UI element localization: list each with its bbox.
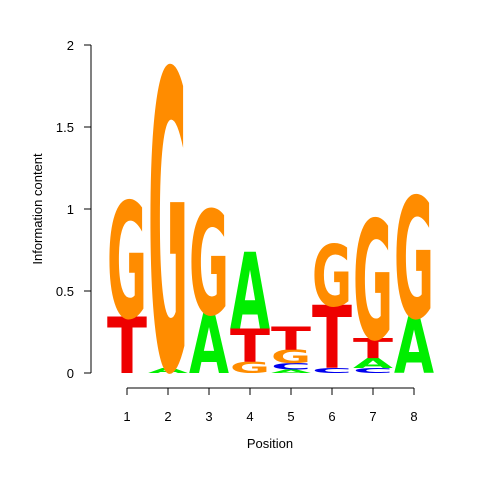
x-tick-label: 2	[164, 409, 171, 424]
letter-t: T	[230, 320, 270, 373]
x-tick-label: 6	[328, 409, 335, 424]
letter-c: C	[312, 367, 352, 375]
letter-t: T	[312, 288, 352, 389]
logo-column-8: AG	[394, 163, 434, 392]
letter-g: G	[312, 229, 352, 327]
letter-g: G	[230, 358, 270, 377]
x-tick-label: 8	[410, 409, 417, 424]
y-axis-title: Information content	[30, 153, 45, 265]
x-axis-ticks: 1 2 3 4 5 6 7 8	[123, 388, 418, 424]
letter-a: A	[353, 355, 394, 371]
letter-g: G	[271, 346, 311, 367]
letter-a: A	[230, 232, 270, 354]
letter-t: T	[353, 333, 393, 365]
y-tick-label: 0	[67, 366, 74, 381]
letter-a: A	[148, 367, 189, 375]
y-tick-label: 1.5	[56, 120, 74, 135]
x-tick-label: 4	[246, 409, 253, 424]
y-axis-ticks: 0 0.5 1 1.5 2	[56, 38, 91, 381]
letter-a: A	[271, 369, 312, 374]
letter-c: C	[271, 362, 311, 372]
x-axis-title: Position	[247, 436, 293, 451]
logo-column-1: TG	[107, 170, 147, 392]
logo-column-4: GTA	[230, 232, 270, 377]
letter-t: T	[271, 321, 311, 358]
letter-g: G	[189, 183, 229, 349]
letter-g: G	[107, 170, 147, 355]
x-tick-label: 1	[123, 409, 130, 424]
letter-g: G	[394, 163, 434, 357]
letter-a: A	[189, 298, 229, 394]
letter-t: T	[107, 302, 147, 392]
x-tick-label: 7	[369, 409, 376, 424]
x-tick-label: 5	[287, 409, 294, 424]
y-tick-label: 0.5	[56, 284, 74, 299]
letter-a: A	[394, 301, 434, 392]
logo-column-6: CTG	[312, 229, 352, 390]
y-tick-label: 2	[67, 38, 74, 53]
y-tick-label: 1	[67, 202, 74, 217]
logo-column-3: AG	[189, 183, 229, 394]
x-tick-label: 3	[205, 409, 212, 424]
letter-g: G	[148, 0, 188, 465]
letter-c: C	[353, 367, 393, 375]
logo-column-2: AG	[148, 0, 189, 465]
letter-g: G	[353, 187, 393, 378]
